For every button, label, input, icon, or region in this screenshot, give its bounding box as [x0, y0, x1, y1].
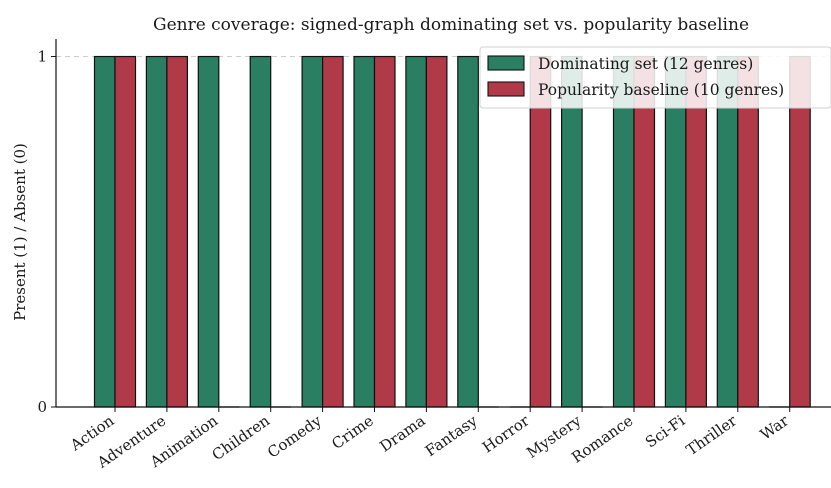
- legend-label-1: Popularity baseline (10 genres): [538, 81, 784, 99]
- bar-popularity-action: [114, 55, 137, 408]
- bar-dominating-comedy: [301, 55, 324, 408]
- bar-popularity-thriller: [737, 55, 759, 408]
- bar-dominating-romance: [612, 55, 635, 408]
- legend-swatch-1: [487, 81, 525, 97]
- x-tick-label-crime: Crime: [328, 411, 377, 453]
- y-axis-label: Present (1) / Absent (0): [11, 143, 29, 321]
- bar-dominating-crime: [353, 55, 376, 408]
- legend-label-0: Dominating set (12 genres): [538, 55, 753, 73]
- bar-dominating-mystery: [560, 55, 583, 408]
- x-tick-label-drama: Drama: [376, 412, 428, 456]
- bar-dominating-action: [93, 55, 116, 408]
- legend: Dominating set (12 genres) Popularity bas…: [479, 46, 831, 109]
- chart-title: Genre coverage: signed-graph dominating …: [153, 15, 749, 35]
- x-tick-label-thriller: Thriller: [683, 411, 741, 459]
- bar-popularity-romance: [633, 55, 656, 408]
- bar-dominating-drama: [405, 55, 427, 408]
- bar-popularity-crime: [373, 55, 396, 408]
- bar-popularity-drama: [425, 55, 448, 408]
- y-tick-label: 0: [37, 398, 47, 416]
- bar-popularity-sci-fi: [685, 55, 708, 408]
- bar-dominating-animation: [197, 55, 220, 408]
- x-tick-label-sci-fi: Sci-Fi: [642, 411, 688, 451]
- bar-dominating-fantasy: [457, 55, 479, 408]
- legend-box: [479, 46, 831, 109]
- x-tick-label-fantasy: Fantasy: [422, 411, 481, 460]
- axes: [55, 39, 831, 408]
- bar-group: [93, 55, 811, 408]
- y-ticks: 01: [37, 48, 56, 416]
- bar-dominating-adventure: [145, 55, 168, 408]
- bar-dominating-sci-fi: [664, 55, 687, 408]
- bar-popularity-adventure: [166, 55, 188, 408]
- legend-swatch-0: [487, 55, 525, 71]
- y-tick-label: 1: [37, 48, 47, 66]
- x-tick-label-children: Children: [209, 411, 274, 464]
- bar-popularity-comedy: [322, 55, 344, 408]
- x-tick-label-comedy: Comedy: [264, 411, 325, 461]
- x-tick-label-war: War: [757, 411, 793, 444]
- bar-dominating-children: [249, 55, 272, 408]
- bar-popularity-horror: [529, 55, 552, 408]
- bar-dominating-thriller: [716, 55, 739, 408]
- bar-popularity-war: [789, 55, 811, 408]
